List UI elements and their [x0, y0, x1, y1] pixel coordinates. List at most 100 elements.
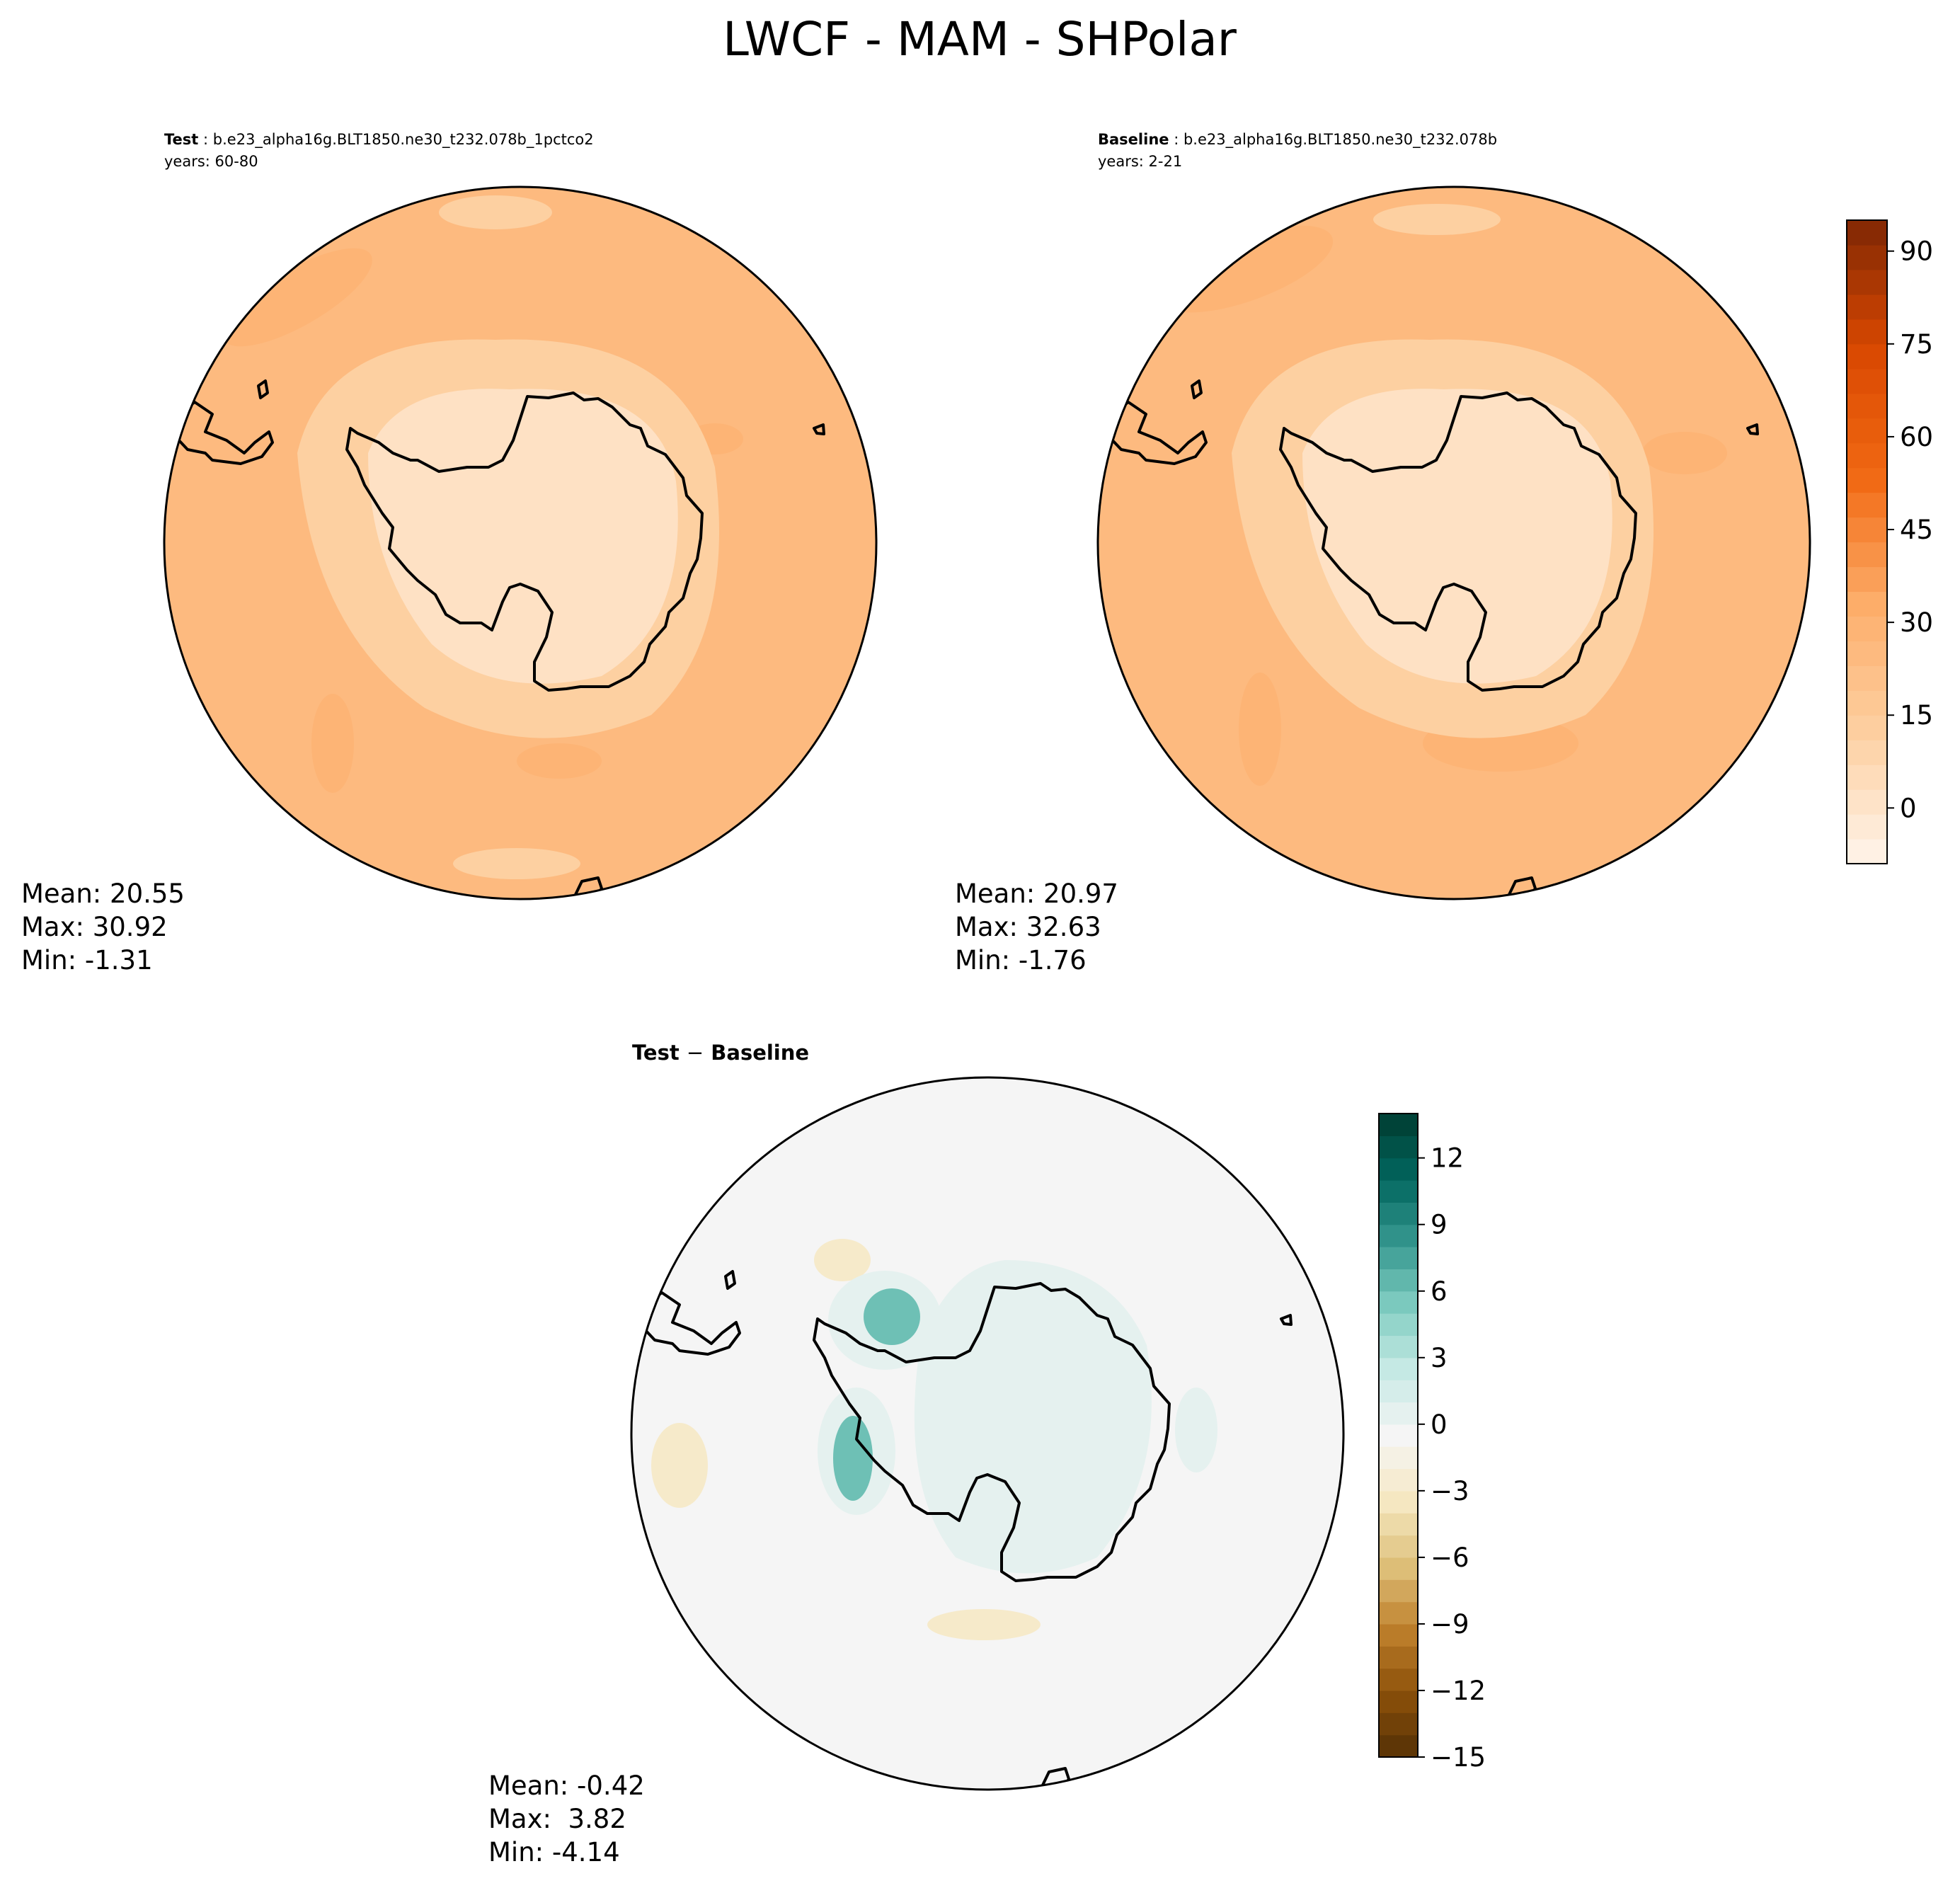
colorbar-difference-segment: [1379, 1557, 1418, 1580]
colorbar-difference-segment: [1379, 1468, 1418, 1492]
panel-baseline-separator: :: [1174, 131, 1184, 148]
panel-difference-title-right: Baseline: [711, 1041, 809, 1065]
colorbar-top-segment: [1847, 517, 1887, 543]
panel-baseline-mean: Mean: 20.97: [955, 879, 1118, 909]
colorbar-top-frame: [1846, 219, 1888, 864]
colorbar-difference-tick-label: −9: [1431, 1609, 1469, 1640]
colorbar-top-tick-label: 90: [1900, 236, 1933, 267]
colorbar-difference-segment: [1379, 1424, 1418, 1447]
colorbar-difference-tick-label: 9: [1431, 1210, 1448, 1240]
panel-difference: Test − Baseline: [488, 1041, 1486, 1867]
colorbar-difference-segment: [1379, 1180, 1418, 1203]
colorbar-top-segment: [1847, 715, 1887, 740]
colorbar-difference-tick-label: 3: [1431, 1343, 1448, 1373]
colorbar-difference-segment: [1379, 1690, 1418, 1713]
colorbar-difference-segment: [1379, 1335, 1418, 1358]
colorbar-difference-segment: [1379, 1224, 1418, 1247]
colorbar-difference-tick-label: −3: [1431, 1476, 1469, 1506]
colorbar-difference-frame: [1378, 1113, 1419, 1758]
colorbar-difference-segment: [1379, 1269, 1418, 1292]
panel-test-max: Max: 30.92: [21, 912, 168, 942]
colorbar-difference-segment: [1379, 1157, 1418, 1181]
panel-baseline-stats: Mean: 20.97 Max: 32.63 Min: -1.76: [955, 879, 1118, 976]
colorbar-top-segment: [1847, 418, 1887, 444]
colorbar-top-segment: [1847, 294, 1887, 320]
island: [1191, 379, 1203, 399]
panel-difference-stats: Mean: -0.42 Max: 3.82 Min: -4.14: [488, 1770, 645, 1867]
island: [813, 423, 825, 435]
new-zealand-coastline: [1506, 876, 1537, 899]
panel-baseline-min: Min: -1.76: [955, 945, 1087, 976]
colorbar-difference-segment: [1379, 1114, 1418, 1136]
colorbar-top-tick-label: 15: [1900, 700, 1933, 731]
colorbar-top-segment: [1847, 244, 1887, 270]
island: [724, 1270, 736, 1290]
south-america-coastline: [1098, 401, 1208, 465]
colorbar-difference-segment: [1379, 1601, 1418, 1625]
panel-difference-title-left: Test: [632, 1041, 680, 1065]
colorbar-top-segment: [1847, 690, 1887, 716]
colorbar-top-segment: [1847, 789, 1887, 815]
colorbar-difference-segment: [1379, 1513, 1418, 1536]
colorbar-top-segment: [1847, 492, 1887, 518]
colorbar-difference-segment: [1379, 1380, 1418, 1403]
colorbar-top-tick-label: 75: [1900, 329, 1933, 360]
landmasses: [1098, 379, 1759, 899]
panel-test-map: [164, 187, 876, 899]
colorbar-difference-segment: [1379, 1313, 1418, 1337]
panel-difference-boundary: [630, 1076, 1345, 1791]
panel-baseline: Baseline : b.e23_alpha16g.BLT1850.ne30_t…: [955, 131, 1933, 976]
colorbar-top-segment: [1847, 665, 1887, 691]
colorbar-difference-segment: [1379, 1247, 1418, 1270]
island: [1746, 423, 1759, 435]
difference-patches: [651, 1239, 1217, 1640]
colorbar-top-tick-label: 30: [1900, 607, 1933, 638]
colorbar-top-segment: [1847, 616, 1887, 641]
panel-baseline-map: [1098, 187, 1810, 899]
colorbar-difference-segment: [1379, 1402, 1418, 1425]
panel-difference-map: [631, 1077, 1343, 1790]
colorbar-difference-segment: [1379, 1623, 1418, 1647]
colorbar-difference-tick-label: 12: [1431, 1143, 1464, 1174]
colorbar-difference-segment: [1379, 1446, 1418, 1470]
panel-test-label: Test: [164, 131, 198, 148]
south-america-coastline: [164, 401, 274, 465]
colorbar-difference-segment: [1379, 1357, 1418, 1380]
colorbar-top-tick-label: 60: [1900, 422, 1933, 452]
colorbar-top-segment: [1847, 442, 1887, 469]
landmasses: [631, 1270, 1293, 1790]
panel-baseline-label: Baseline: [1098, 131, 1169, 148]
panel-difference-max: Max: 3.82: [488, 1804, 626, 1834]
panel-difference-title: Test − Baseline: [632, 1041, 809, 1065]
panel-test-stats: Mean: 20.55 Max: 30.92 Min: -1.31: [21, 879, 185, 976]
difference-antarctica-field: [914, 1260, 1152, 1574]
colorbar-top-segment: [1847, 393, 1887, 419]
panel-test-case-name: b.e23_alpha16g.BLT1850.ne30_t232.078b_1p…: [213, 131, 594, 149]
figure-title: LWCF - MAM - SHPolar: [723, 12, 1237, 67]
colorbar-top-segment: [1847, 566, 1887, 593]
colorbar-difference-segment: [1379, 1668, 1418, 1691]
colorbar-difference: −15 −12 −9 −6 −3 0 3 6 9 12: [1378, 1113, 1486, 1773]
colorbar-difference-tick-label: 6: [1431, 1276, 1448, 1307]
colorbar-top-segment: [1847, 765, 1887, 790]
colorbar-top-tick-label: 0: [1900, 793, 1917, 823]
panel-test-boundary: [163, 185, 878, 900]
colorbar-top-segment: [1847, 467, 1887, 493]
colorbar-difference-segment: [1379, 1135, 1418, 1159]
panel-test-mean: Mean: 20.55: [21, 879, 185, 909]
panel-test-years: years: 60-80: [164, 153, 258, 170]
colorbar-top-segment: [1847, 368, 1887, 394]
colorbar-difference-tick-label: −15: [1431, 1742, 1486, 1773]
new-zealand-coastline: [572, 876, 603, 899]
island: [1280, 1314, 1293, 1326]
colorbar-top-segment: [1847, 740, 1887, 765]
colorbar-top: 0 15 30 45 60 75 90: [1846, 219, 1933, 864]
colorbar-top-segment: [1847, 343, 1887, 370]
colorbar-difference-tick-label: −6: [1431, 1543, 1469, 1573]
panel-baseline-years: years: 2-21: [1098, 153, 1182, 170]
colorbar-top-segment: [1847, 839, 1887, 864]
colorbar-top-tick-label: 45: [1900, 515, 1933, 545]
antarctica-field: [1302, 389, 1612, 684]
colorbar-top-segment: [1847, 814, 1887, 840]
